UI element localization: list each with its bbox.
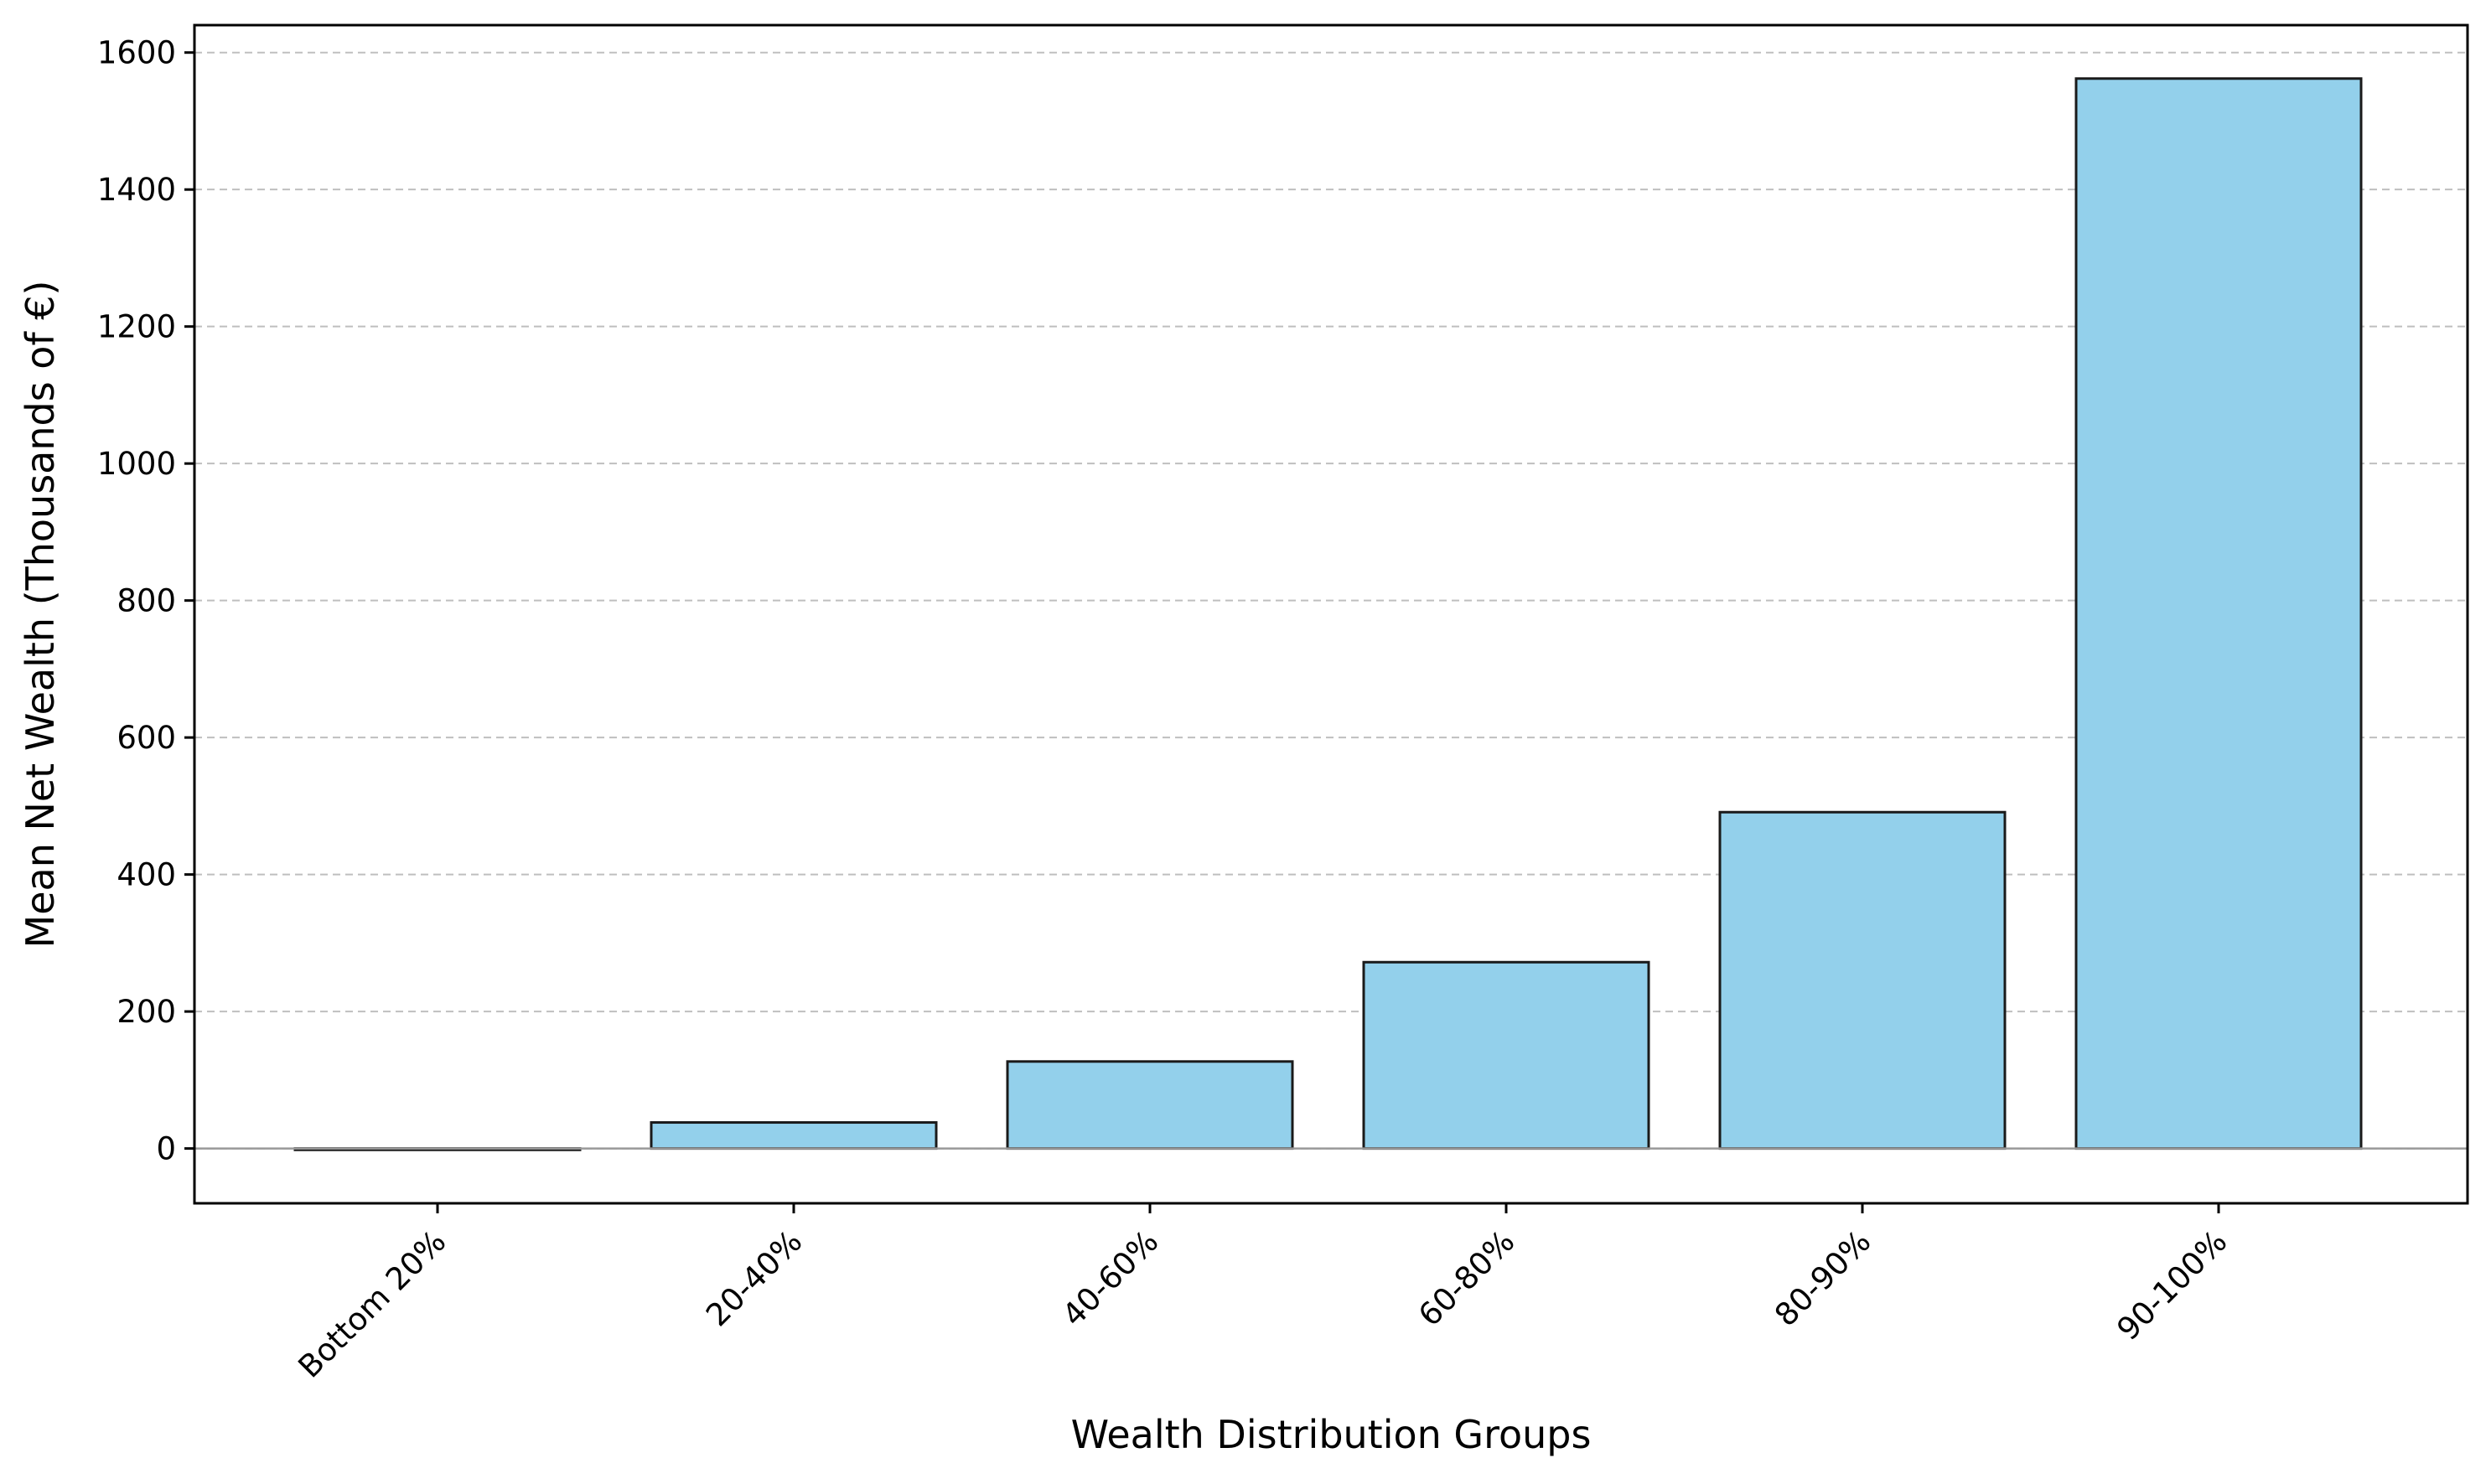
- y-axis-ticks: 0 200 400 600 800 1000 1200 1400 1600: [97, 35, 194, 1167]
- y-tick-label: 0: [156, 1131, 176, 1167]
- x-axis-label: Wealth Distribution Groups: [1071, 1412, 1592, 1457]
- bar: [1006, 1060, 1294, 1150]
- bar: [1718, 810, 2007, 1150]
- plot-frame: [193, 23, 2469, 1205]
- y-tick-label: 600: [117, 720, 176, 756]
- y-tick-label: 1400: [97, 172, 176, 208]
- y-tick-label: 800: [117, 583, 176, 619]
- bar: [650, 1121, 938, 1150]
- y-tick-label: 1200: [97, 309, 176, 345]
- bars: [293, 77, 2363, 1151]
- bar: [1362, 960, 1650, 1150]
- y-tick-label: 400: [117, 857, 176, 893]
- y-axis-label: Mean Net Wealth (Thousands of €): [18, 281, 63, 949]
- bar: [2074, 77, 2363, 1150]
- y-tick-label: 1600: [97, 35, 176, 71]
- y-tick-label: 200: [117, 994, 176, 1030]
- y-tick-label: 1000: [97, 446, 176, 482]
